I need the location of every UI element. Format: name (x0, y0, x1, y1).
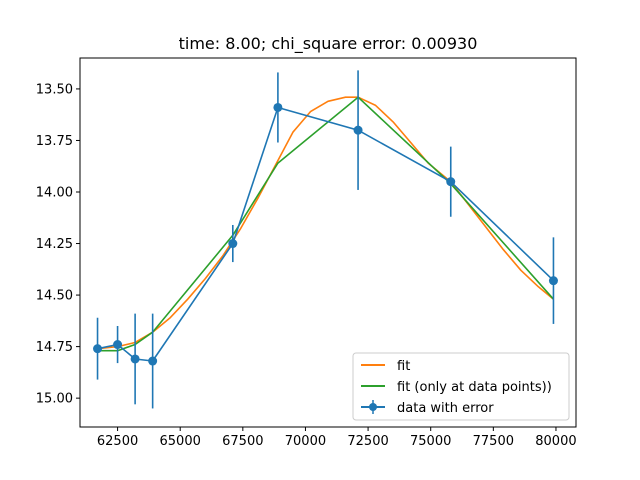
data-point (446, 177, 456, 187)
x-tick-label: 62500 (97, 434, 138, 449)
data-point (93, 344, 103, 354)
y-axis: 13.50 13.75 14.00 14.25 14.50 14.75 15.00 (36, 82, 80, 407)
plot-frame (79, 57, 577, 428)
data-point (273, 102, 283, 112)
x-tick-label: 65000 (160, 434, 201, 449)
x-tick-label: 67500 (222, 434, 263, 449)
y-tick-label: 15.00 (36, 392, 73, 407)
legend-label-fit: fit (397, 359, 410, 374)
data-point (113, 340, 123, 350)
x-tick-label: 75000 (410, 434, 451, 449)
legend-box (352, 352, 570, 421)
y-tick-label: 14.75 (36, 340, 73, 355)
data-point (548, 276, 558, 286)
series-layer (93, 70, 558, 409)
x-axis: 62500 65000 67500 70000 72500 75000 77500 80000 (97, 427, 577, 449)
legend-swatch-data-marker (369, 403, 377, 411)
y-tick-label: 14.25 (36, 237, 73, 252)
x-tick-label: 77500 (473, 434, 514, 449)
x-tick-label: 70000 (285, 434, 326, 449)
y-tick-label: 13.50 (36, 82, 73, 97)
series-fit (97, 96, 555, 350)
chart-title: time: 8.00; chi_square error: 0.00930 (179, 34, 478, 54)
legend: fit fit (only at data points)) data with… (352, 352, 570, 421)
data-point (353, 125, 363, 135)
series-line-fit (97, 96, 555, 350)
x-tick-label: 80000 (535, 434, 576, 449)
data-point (130, 354, 140, 364)
legend-label-fit-data-points: fit (only at data points)) (397, 380, 552, 395)
y-tick-label: 14.00 (36, 185, 73, 200)
legend-label-data: data with error (397, 401, 494, 416)
data-point (148, 356, 158, 366)
x-tick-label: 72500 (347, 434, 388, 449)
y-tick-label: 14.50 (36, 289, 73, 304)
data-point (228, 239, 238, 249)
y-tick-label: 13.75 (36, 134, 73, 149)
series-data-with-error (93, 70, 558, 409)
